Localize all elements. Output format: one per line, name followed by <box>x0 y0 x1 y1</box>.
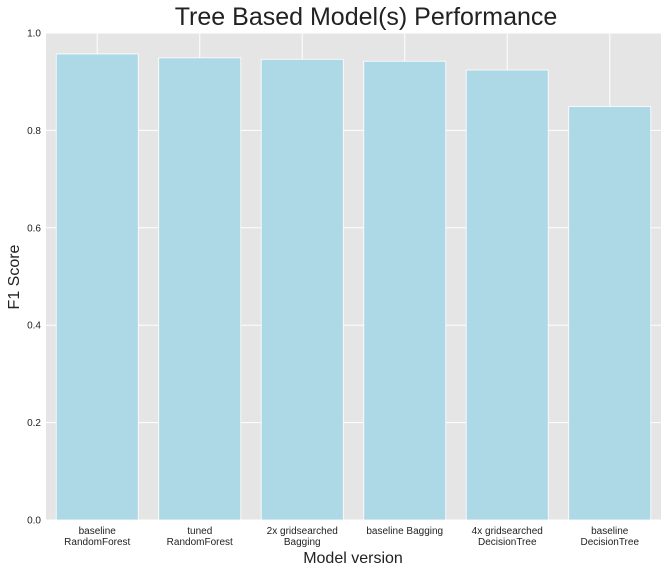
x-tick-label: baseline Bagging <box>366 526 443 537</box>
y-tick-label: 0.6 <box>27 223 41 234</box>
y-tick-label: 0.8 <box>27 126 41 137</box>
chart-title: Tree Based Model(s) Performance <box>175 3 558 31</box>
y-tick-label: 0.0 <box>27 516 41 527</box>
bar <box>55 53 139 521</box>
bars <box>55 53 652 521</box>
y-tick-label: 0.2 <box>27 418 41 429</box>
x-tick-label: 4x gridsearched DecisionTree <box>472 526 543 548</box>
bar <box>568 106 652 521</box>
x-tick-label: 2x gridsearched Bagging <box>267 526 338 548</box>
y-tick-label: 0.4 <box>27 321 41 332</box>
bar <box>260 58 344 521</box>
bar <box>363 60 447 521</box>
x-tick-label: baseline RandomForest <box>64 526 130 548</box>
x-tick-label: baseline DecisionTree <box>580 526 639 548</box>
bar <box>465 69 549 521</box>
x-tick-labels: baseline RandomForest tuned RandomForest 2x … <box>64 526 639 548</box>
y-tick-label: 1.0 <box>27 29 41 40</box>
x-axis-label: Model version <box>303 550 403 567</box>
y-tick-labels: 0.0 0.2 0.4 0.6 0.8 1.0 <box>27 29 41 527</box>
y-axis-label: F1 Score <box>6 244 23 309</box>
plot-background <box>46 33 661 520</box>
x-tick-label: tuned RandomForest <box>167 526 233 548</box>
bar <box>158 57 242 521</box>
